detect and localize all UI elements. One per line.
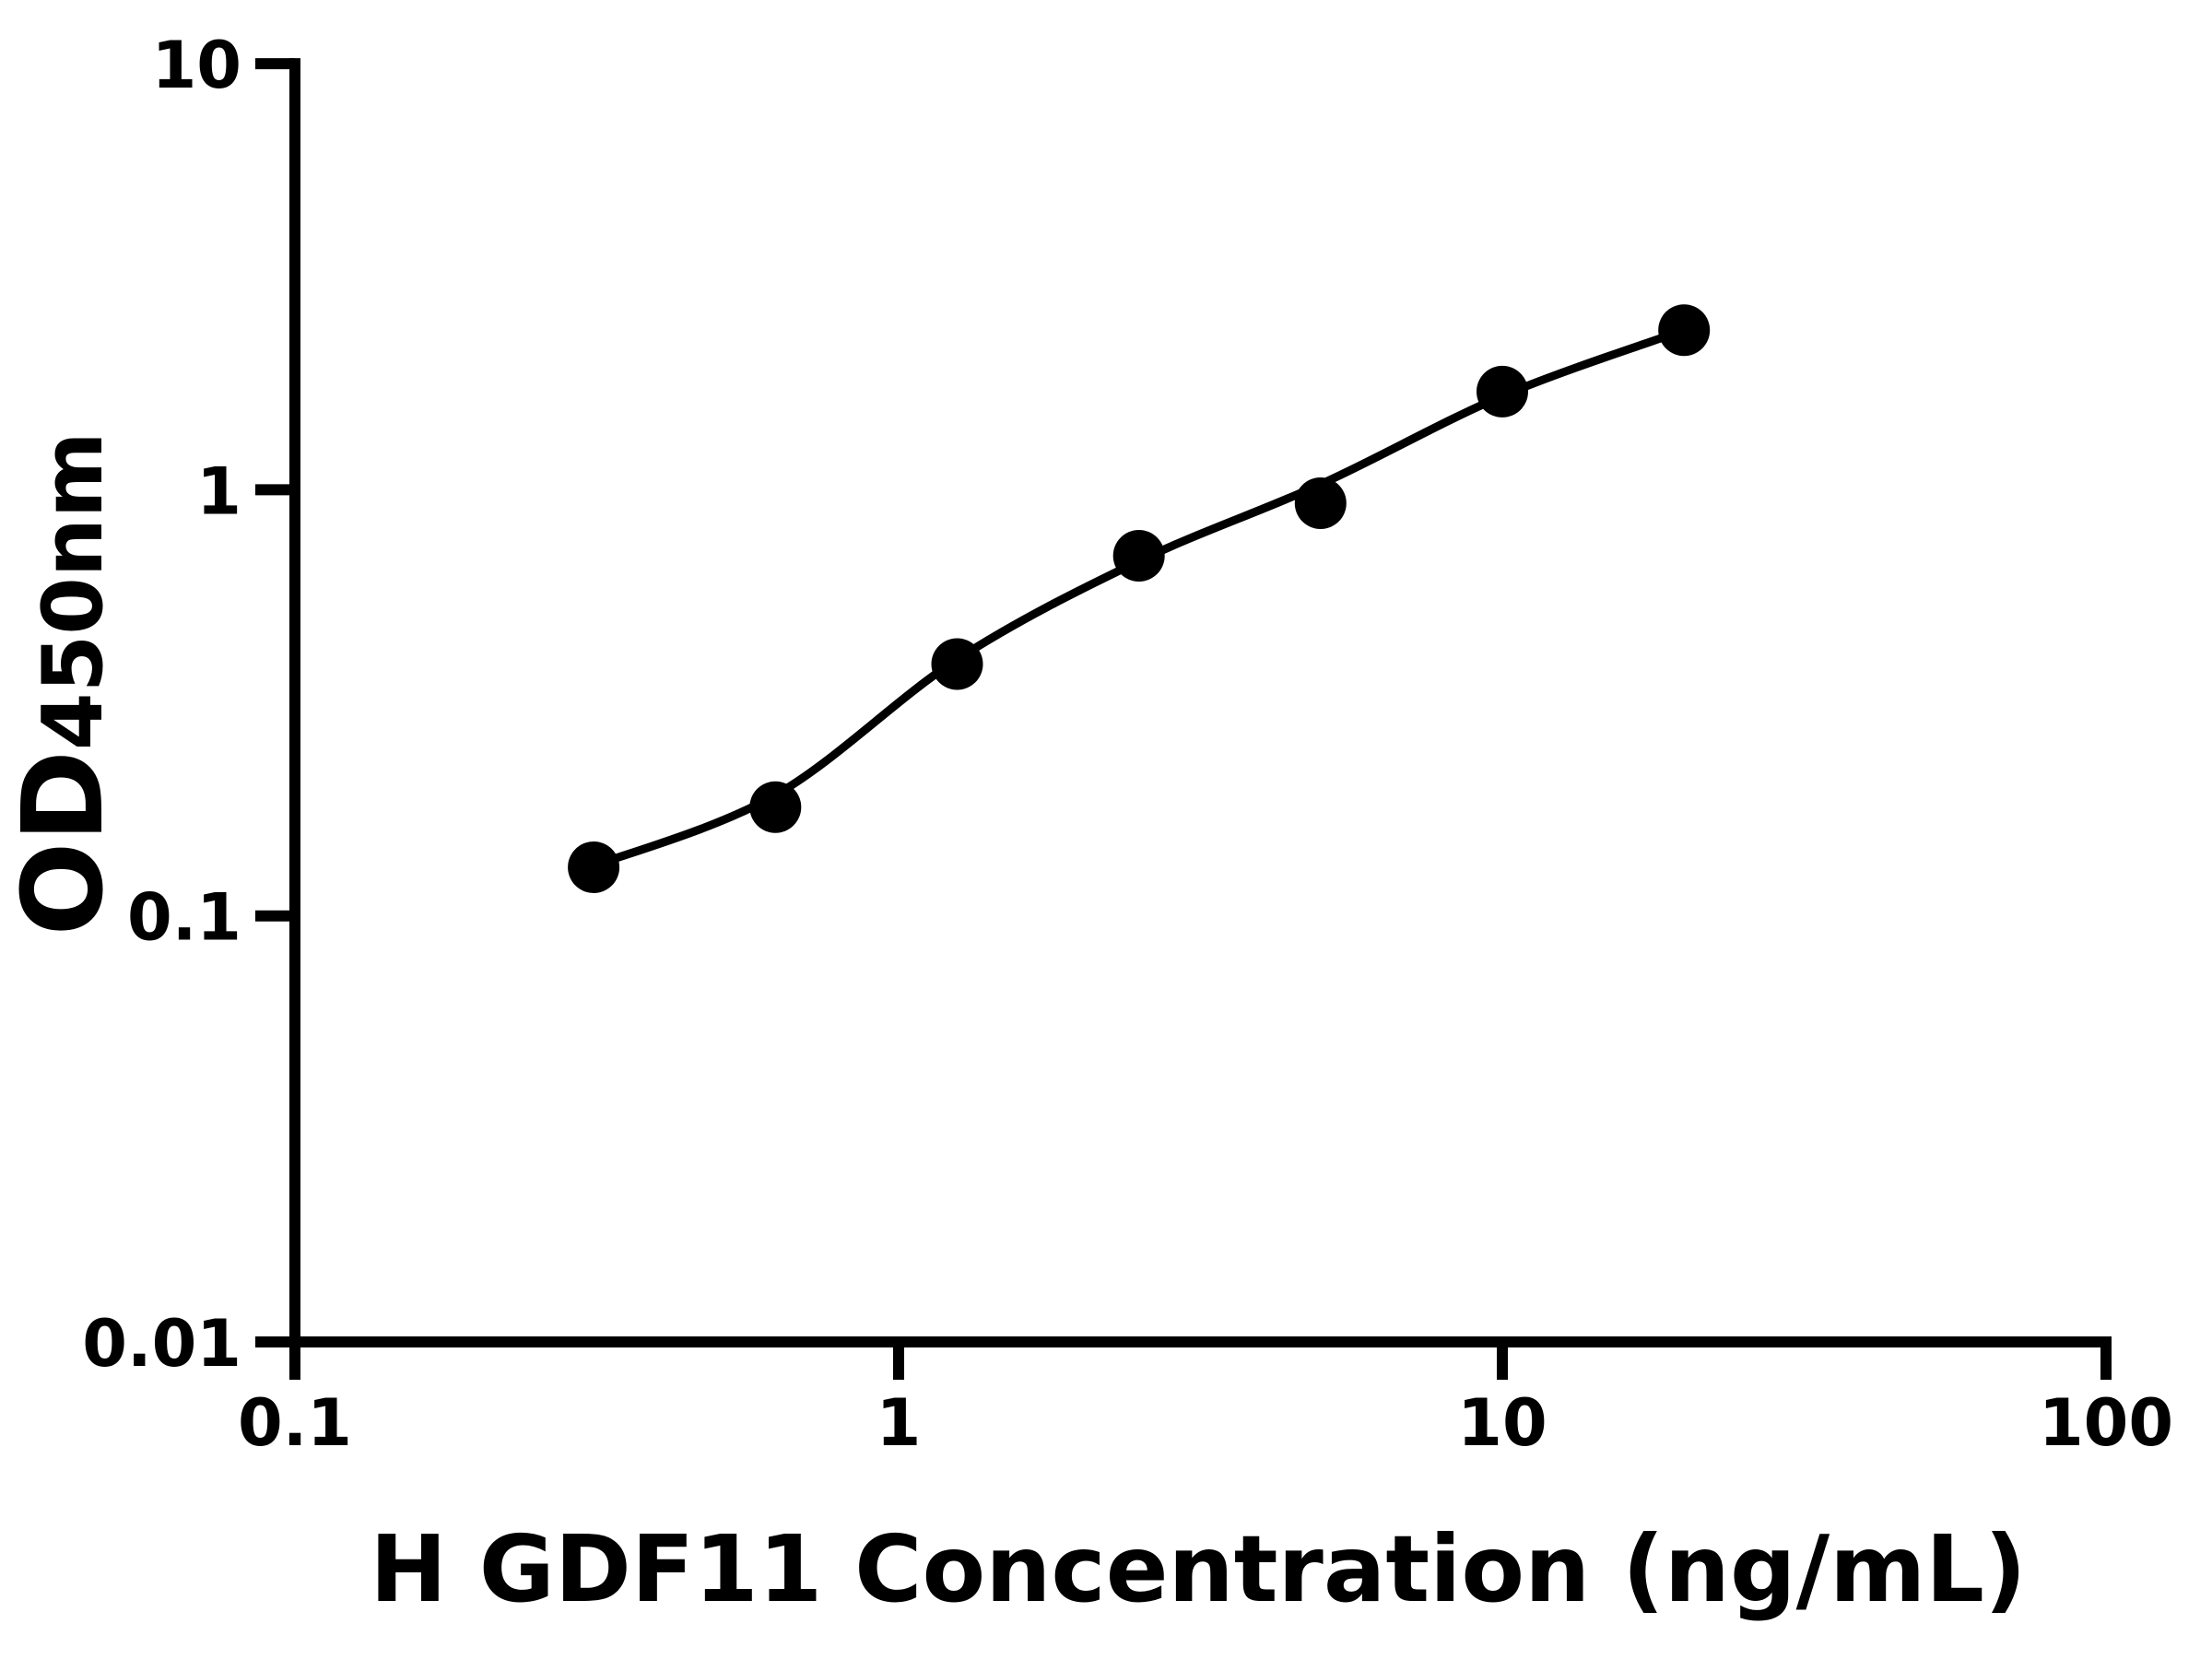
- fit-curve-line: [589, 325, 1688, 870]
- x-tick-label: 100: [2039, 1385, 2173, 1461]
- data-point: [1477, 365, 1528, 418]
- y-tick-label: 10: [152, 28, 241, 103]
- y-tick-label: 0.1: [127, 880, 241, 956]
- data-points: [568, 304, 1711, 893]
- axes: [255, 58, 2112, 1380]
- x-tick-label: 10: [1457, 1385, 1547, 1461]
- data-point: [749, 781, 802, 833]
- data-point: [1294, 477, 1347, 529]
- x-tick-label: 1: [877, 1385, 922, 1461]
- y-tick-label: 1: [196, 453, 241, 529]
- x-axis-title: H GDF11 Concentration (ng/mL): [370, 1515, 2026, 1623]
- data-point: [931, 638, 983, 690]
- y-axis-title-subscript: 450nm: [25, 431, 122, 750]
- y-axis-title-main: OD: [0, 750, 128, 936]
- y-tick-label: 0.01: [82, 1306, 241, 1382]
- y-axis-title: OD450nm: [0, 431, 128, 935]
- data-point: [1658, 304, 1711, 357]
- x-tick-label: 0.1: [238, 1385, 352, 1461]
- data-point: [1112, 530, 1165, 582]
- data-point: [568, 841, 620, 893]
